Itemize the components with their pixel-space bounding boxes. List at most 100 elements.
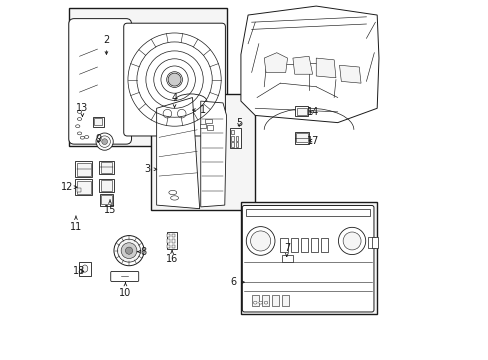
Bar [295,106,308,116]
Ellipse shape [77,111,81,113]
Bar [230,130,233,134]
Polygon shape [241,6,378,123]
Polygon shape [264,53,287,72]
Bar [75,161,92,177]
Polygon shape [156,98,199,209]
Bar [241,202,376,315]
Text: 1: 1 [192,105,206,115]
Ellipse shape [84,135,89,138]
Text: 7: 7 [283,243,289,256]
Circle shape [121,243,137,258]
Bar [151,94,255,211]
Text: 3: 3 [143,164,157,174]
Circle shape [102,139,107,144]
Circle shape [125,247,132,254]
Text: 10: 10 [119,282,131,298]
Text: 13: 13 [76,103,88,116]
Bar [281,296,288,306]
Ellipse shape [80,136,84,139]
Circle shape [99,136,110,147]
Bar [171,239,174,243]
Bar [246,210,369,216]
Ellipse shape [76,125,80,128]
Bar [199,124,206,128]
Bar [296,108,306,115]
Bar [321,238,328,252]
Text: 12: 12 [61,182,77,192]
Text: 18: 18 [73,266,85,276]
FancyBboxPatch shape [123,23,225,136]
Bar [290,238,298,252]
Polygon shape [201,101,226,207]
Bar [251,296,258,306]
Bar [77,188,81,192]
Bar [171,245,174,248]
Bar [261,296,268,306]
Text: 5: 5 [236,118,242,128]
Bar [167,245,170,248]
Polygon shape [316,58,335,78]
Bar [310,238,318,252]
Bar [204,119,211,123]
FancyBboxPatch shape [69,19,131,144]
Text: 2: 2 [103,35,109,54]
Bar [271,296,278,306]
Bar [100,194,113,206]
Text: 6: 6 [230,277,244,287]
Bar [167,239,170,243]
Bar [371,237,378,248]
Bar [282,255,292,262]
Circle shape [250,231,270,251]
Ellipse shape [77,118,81,121]
Circle shape [114,235,144,266]
Text: 8: 8 [137,247,146,257]
Text: 15: 15 [103,200,116,216]
Bar [77,163,91,176]
Ellipse shape [82,265,88,272]
Ellipse shape [168,190,176,195]
Bar [294,132,308,144]
Bar [75,179,92,195]
Text: 16: 16 [165,251,178,264]
Bar [171,234,174,237]
Text: 9: 9 [95,134,101,144]
Text: 11: 11 [70,216,82,231]
Bar [230,142,233,147]
Bar [230,136,233,140]
Text: 14: 14 [306,107,319,117]
Ellipse shape [253,301,257,304]
Bar [230,128,241,148]
Circle shape [168,73,181,86]
Bar [101,162,112,173]
Bar [99,179,113,192]
Bar [235,142,238,147]
Bar [94,118,102,125]
Circle shape [117,239,140,262]
FancyBboxPatch shape [110,271,139,282]
Circle shape [96,133,113,150]
Bar [296,133,307,142]
Bar [235,136,238,140]
Bar [280,238,287,252]
Bar [99,161,113,174]
Bar [93,117,103,127]
Text: 17: 17 [306,136,319,145]
Bar [166,232,176,249]
Bar [367,237,374,248]
Text: 4: 4 [171,93,177,108]
Polygon shape [339,65,360,83]
Ellipse shape [170,196,178,200]
FancyBboxPatch shape [242,206,373,312]
Bar [101,195,112,204]
Bar [101,180,112,191]
Bar [79,262,91,276]
Ellipse shape [77,132,81,135]
Ellipse shape [258,301,262,304]
Circle shape [338,227,365,255]
Bar [77,181,91,194]
Bar [167,234,170,237]
Bar [69,8,226,146]
Circle shape [343,232,360,250]
Bar [301,238,308,252]
Circle shape [246,226,274,255]
